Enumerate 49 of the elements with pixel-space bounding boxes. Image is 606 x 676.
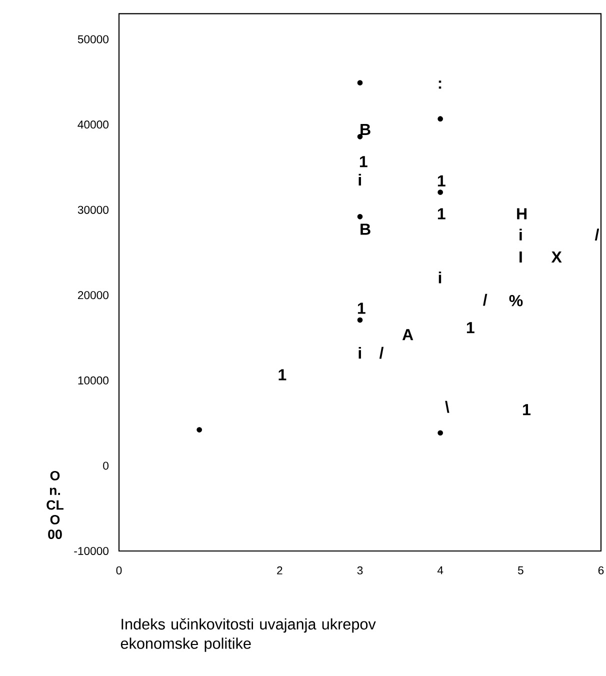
y-tick-label: 30000 bbox=[78, 206, 108, 214]
y-tick-label: 10000 bbox=[78, 376, 108, 384]
annotation: X bbox=[551, 252, 562, 263]
annotation: 1 bbox=[358, 302, 366, 314]
annotation: / bbox=[594, 228, 600, 241]
annotation: % bbox=[509, 294, 523, 306]
x-axis-title: Indeks učinkovitosti uvajanja ukrepov ekonomske politike bbox=[120, 618, 376, 652]
annotation: i bbox=[520, 228, 522, 240]
point bbox=[438, 190, 443, 195]
point bbox=[357, 214, 363, 220]
point bbox=[196, 427, 202, 432]
text: O bbox=[50, 514, 60, 524]
annotation: / bbox=[379, 346, 384, 359]
point bbox=[357, 80, 363, 86]
annotation: H bbox=[517, 208, 526, 220]
annotation: i bbox=[358, 347, 361, 359]
text: CL bbox=[46, 500, 64, 510]
annotation: 1 bbox=[523, 404, 530, 416]
annotation: 1 bbox=[466, 322, 474, 334]
annotation: A bbox=[402, 329, 414, 340]
y-tick-label: -10000 bbox=[74, 546, 108, 555]
annotation: I bbox=[520, 252, 522, 263]
y-tick-label: 20000 bbox=[78, 291, 108, 300]
y-tick-label: 40000 bbox=[78, 120, 108, 129]
annotation: / bbox=[483, 294, 488, 306]
x-tick-label: 6 bbox=[598, 566, 604, 574]
point bbox=[357, 317, 363, 323]
y-tick-label: 50000 bbox=[78, 35, 108, 44]
x-tick-label: 3 bbox=[357, 566, 363, 574]
annotation: \ bbox=[445, 400, 450, 413]
annotation: i bbox=[438, 272, 442, 284]
annotation: B bbox=[360, 224, 370, 235]
annotation: B bbox=[360, 124, 370, 135]
point bbox=[438, 430, 443, 436]
text: 00 bbox=[48, 530, 62, 540]
text: O bbox=[50, 470, 60, 480]
text: n. bbox=[50, 488, 60, 495]
annotation: 1 bbox=[438, 175, 446, 186]
point bbox=[438, 116, 443, 122]
annotation: 1 bbox=[360, 156, 368, 168]
y-tick-label: 0 bbox=[103, 462, 109, 470]
x-tick-label: 5 bbox=[518, 566, 524, 574]
x-tick-label: 4 bbox=[437, 566, 444, 574]
annotation: i bbox=[358, 174, 361, 186]
annotation: : bbox=[438, 80, 442, 89]
annotation: 1 bbox=[278, 369, 286, 380]
x-tick-label: 2 bbox=[277, 566, 282, 574]
x-tick-label: 0 bbox=[116, 566, 122, 574]
annotation: 1 bbox=[438, 208, 446, 220]
